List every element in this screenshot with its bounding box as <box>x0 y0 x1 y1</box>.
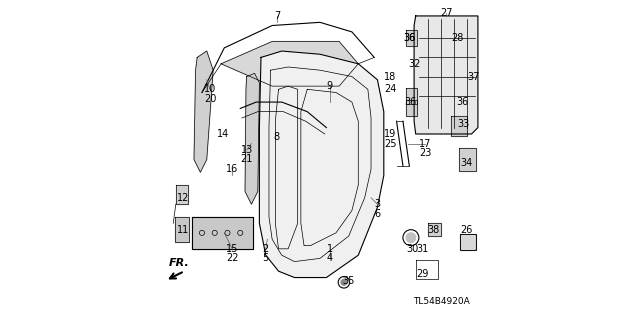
Circle shape <box>406 233 416 242</box>
Polygon shape <box>428 223 441 236</box>
Text: 30: 30 <box>406 244 419 254</box>
Text: 8: 8 <box>274 132 280 142</box>
Text: TL54B4920A: TL54B4920A <box>413 297 470 306</box>
Text: 28: 28 <box>451 33 463 43</box>
Text: 9: 9 <box>326 81 333 91</box>
Text: 22: 22 <box>226 253 239 263</box>
Text: 29: 29 <box>416 269 428 279</box>
Text: 20: 20 <box>204 94 216 104</box>
Text: 6: 6 <box>374 209 381 219</box>
Text: 24: 24 <box>384 84 396 94</box>
Text: 13: 13 <box>241 145 253 155</box>
Text: 12: 12 <box>177 193 189 203</box>
Text: 21: 21 <box>241 154 253 165</box>
Text: 27: 27 <box>440 8 452 18</box>
Text: 23: 23 <box>419 148 431 158</box>
Text: 16: 16 <box>226 164 239 174</box>
Polygon shape <box>406 30 417 46</box>
Text: 38: 38 <box>427 225 440 235</box>
Text: 11: 11 <box>177 225 189 235</box>
Text: 19: 19 <box>384 129 396 139</box>
Polygon shape <box>245 73 259 204</box>
Circle shape <box>340 279 347 286</box>
Text: 18: 18 <box>384 71 396 82</box>
Text: 3: 3 <box>374 199 381 209</box>
Text: 5: 5 <box>262 253 269 263</box>
Text: 17: 17 <box>419 138 431 149</box>
Text: 34: 34 <box>461 158 473 168</box>
Text: FR.: FR. <box>168 258 189 268</box>
Polygon shape <box>414 16 478 134</box>
Polygon shape <box>193 217 253 249</box>
Text: 10: 10 <box>204 84 216 94</box>
Polygon shape <box>451 116 467 136</box>
FancyBboxPatch shape <box>460 234 476 250</box>
Polygon shape <box>460 234 476 250</box>
Text: 2: 2 <box>262 244 269 254</box>
Text: 37: 37 <box>467 71 479 82</box>
Text: 36: 36 <box>404 97 417 107</box>
Text: 4: 4 <box>326 253 333 263</box>
Text: 25: 25 <box>384 138 396 149</box>
Text: 14: 14 <box>216 129 229 139</box>
Text: 7: 7 <box>274 11 280 21</box>
Text: 36: 36 <box>403 33 415 43</box>
Text: 33: 33 <box>458 119 470 130</box>
Polygon shape <box>406 88 417 104</box>
Text: 31: 31 <box>416 244 428 254</box>
Polygon shape <box>175 217 189 242</box>
Text: 26: 26 <box>461 225 473 235</box>
Text: 36: 36 <box>403 33 415 43</box>
Text: 1: 1 <box>326 244 333 254</box>
Polygon shape <box>459 148 476 171</box>
Text: 35: 35 <box>342 276 355 286</box>
Text: 36: 36 <box>456 97 468 107</box>
Polygon shape <box>259 51 384 278</box>
Polygon shape <box>194 51 213 172</box>
Text: 15: 15 <box>226 244 239 254</box>
Polygon shape <box>406 100 417 116</box>
Polygon shape <box>176 185 188 204</box>
Text: 32: 32 <box>408 59 420 69</box>
Polygon shape <box>221 41 358 86</box>
